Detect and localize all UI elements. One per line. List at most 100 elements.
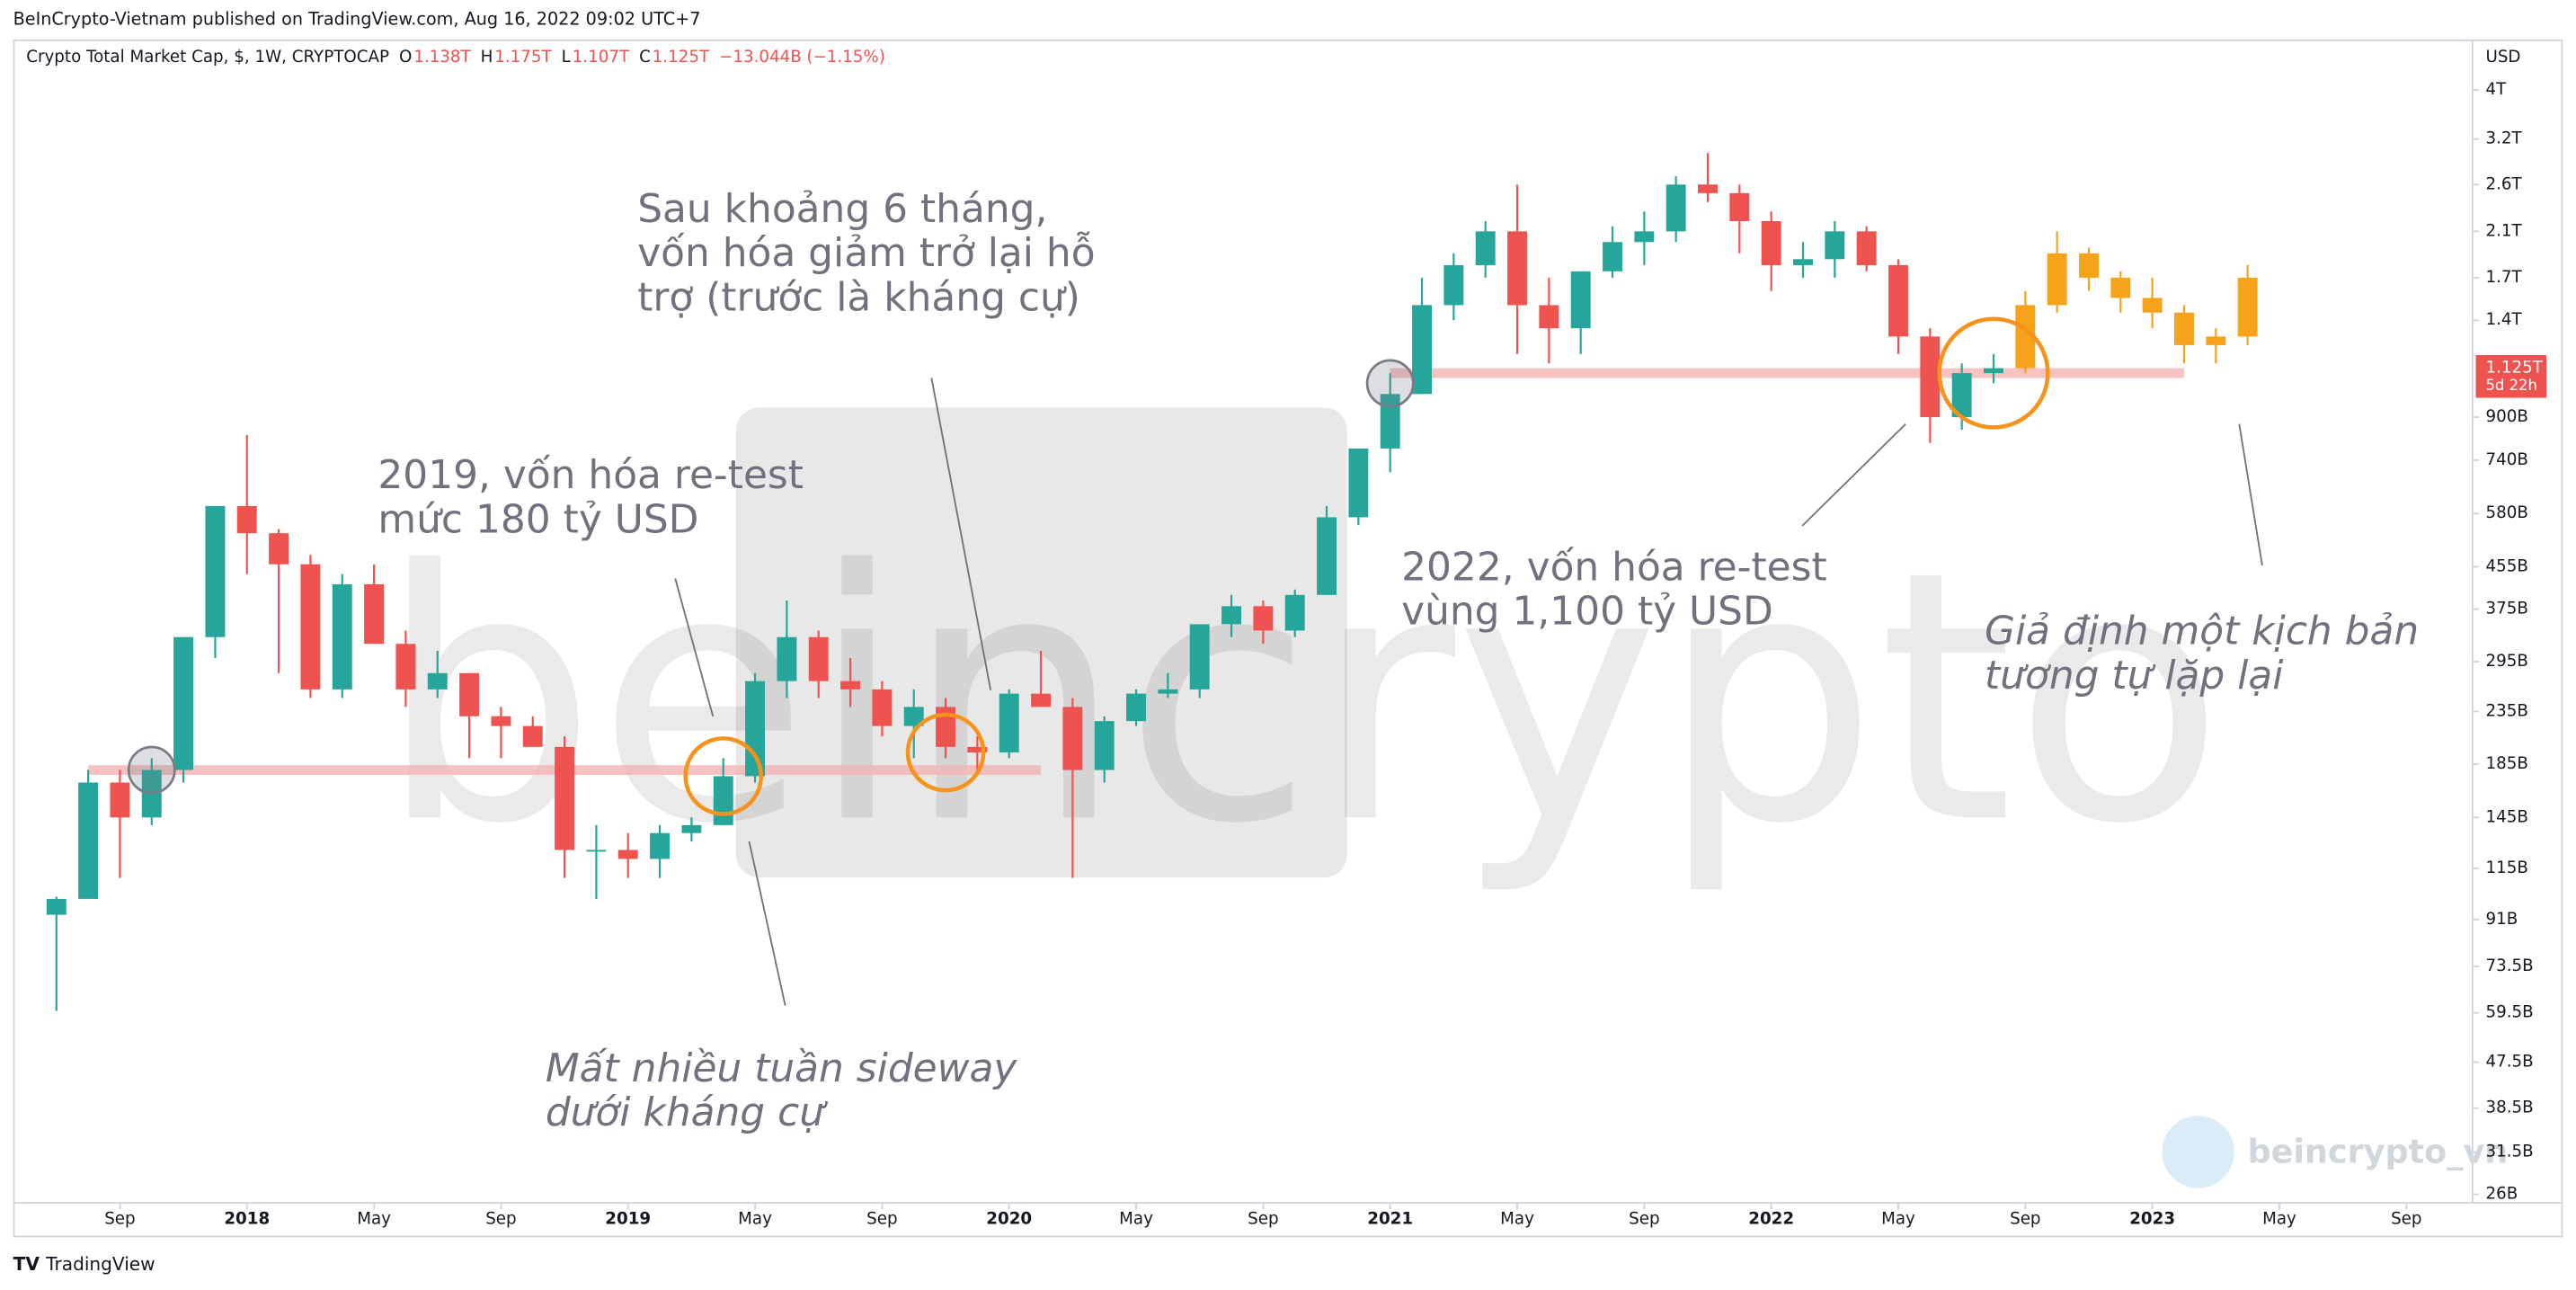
y-tick-label: 740B: [2485, 450, 2527, 469]
candle-body: [1475, 231, 1496, 265]
candle-body: [1698, 184, 1718, 193]
price-tag-label: 1.125T: [2485, 359, 2543, 378]
candle-body: [745, 681, 766, 777]
candle-body: [2206, 336, 2226, 345]
arrow: [674, 578, 715, 717]
candle-body: [1984, 368, 2003, 374]
annotation: tương tự lặp lại: [1985, 653, 2283, 698]
y-tick-label: 2.1T: [2485, 221, 2522, 240]
symbol-label: Crypto Total Market Cap, $, 1W, CRYPTOCA…: [26, 48, 389, 67]
price-tag-countdown: 5d 22h: [2485, 377, 2536, 394]
highlight-circle: [1365, 359, 1415, 408]
x-tick-label: Sep: [1629, 1209, 1659, 1228]
candle-body: [1126, 693, 1147, 722]
candle-body: [840, 681, 861, 689]
arrow: [930, 378, 992, 690]
candle-body: [2047, 253, 2067, 306]
x-tick-label: May: [1500, 1209, 1534, 1228]
candle-body: [1094, 721, 1115, 770]
legend-key: C: [639, 48, 651, 67]
x-tick-label: 2022: [1748, 1209, 1794, 1228]
y-tick-label: 59.5B: [2485, 1003, 2533, 1022]
annotation: Mất nhiều tuần sideway: [546, 1045, 1018, 1091]
legend-key: L: [562, 48, 572, 67]
candle-body: [1761, 221, 1781, 265]
x-tick-label: Sep: [485, 1209, 516, 1228]
candle-body: [1793, 259, 1813, 265]
candle-body: [681, 824, 702, 833]
x-tick-label: 2021: [1367, 1209, 1413, 1228]
annotation: 2022, vốn hóa re-test: [1401, 544, 1827, 590]
change-value: −13.044B: [719, 48, 802, 67]
candle-body: [1888, 264, 1908, 337]
candle-body: [617, 850, 638, 859]
candle-body: [2142, 298, 2163, 313]
candle-body: [1031, 693, 1052, 707]
y-tick-label: 295B: [2485, 652, 2527, 671]
y-tick-label: 115B: [2485, 859, 2527, 877]
y-tick-label: 185B: [2485, 754, 2527, 773]
price-tag: [2475, 354, 2547, 398]
x-tick-label: 2019: [605, 1209, 651, 1228]
candle-body: [2110, 277, 2131, 298]
candle-body: [1062, 707, 1083, 770]
y-tick-label: 455B: [2485, 556, 2527, 575]
published-line: BeInCrypto-Vietnam published on TradingV…: [13, 9, 701, 30]
candle-body: [1158, 689, 1178, 694]
candle-body: [1443, 264, 1464, 306]
candle-body: [1539, 305, 1559, 329]
x-tick-label: May: [738, 1209, 772, 1228]
y-tick-label: 91B: [2485, 910, 2518, 929]
y-tick-label: 26B: [2485, 1184, 2518, 1203]
candle-body: [1189, 624, 1210, 689]
candle-body: [1221, 606, 1241, 625]
candle-body: [1729, 192, 1750, 222]
highlight-circle: [683, 736, 764, 816]
y-tick-label: 4T: [2485, 80, 2507, 99]
chart-frame: [13, 39, 2563, 1238]
candle-body: [269, 533, 289, 565]
annotation: dưới kháng cự: [546, 1090, 828, 1135]
candle-body: [1920, 336, 1941, 418]
candle-body: [1951, 373, 1972, 418]
arrow: [748, 841, 786, 1006]
y-tick-label: 38.5B: [2485, 1099, 2533, 1117]
candle-body: [332, 583, 352, 689]
annotation: vùng 1,100 tỷ USD: [1401, 589, 1773, 635]
candle-body: [872, 689, 893, 726]
candle-body: [1348, 448, 1369, 518]
candle-body: [1317, 517, 1337, 595]
candle-body: [1825, 231, 1845, 260]
x-tick-label: Sep: [2010, 1209, 2040, 1228]
candle-body: [427, 672, 448, 689]
legend-value: 1.107T: [573, 48, 630, 67]
y-tick-label: 3.2T: [2485, 129, 2522, 148]
candle-body: [110, 782, 130, 818]
candle-body: [1284, 594, 1305, 631]
x-tick-label: 2020: [986, 1209, 1032, 1228]
candle-body: [46, 898, 67, 915]
y-tick-label: 145B: [2485, 807, 2527, 826]
legend-value: 1.175T: [494, 48, 552, 67]
arrows: [674, 378, 2263, 1006]
x-tick-label: 2023: [2129, 1209, 2175, 1228]
candle-body: [1603, 242, 1622, 271]
candle-body: [459, 672, 480, 716]
y-tick-label: 31.5B: [2485, 1143, 2533, 1161]
arrow: [1801, 423, 1906, 527]
candle-body: [1666, 184, 1686, 232]
highlight-circle: [1937, 316, 2050, 430]
annotation: vốn hóa giảm trở lại hỗ: [637, 230, 1095, 276]
footer: TradingView: [45, 1253, 155, 1275]
y-tick-label: 1.7T: [2485, 268, 2522, 287]
y-tick-label: 580B: [2485, 503, 2527, 522]
telegram-icon: [2162, 1116, 2234, 1188]
y-tick-label: 47.5B: [2485, 1052, 2533, 1071]
watermark-logo: [735, 407, 1347, 878]
highlight-circle: [905, 712, 986, 793]
y-tick-label: 2.6T: [2485, 174, 2522, 193]
arrow: [2238, 423, 2263, 565]
x-tick-label: Sep: [2391, 1209, 2421, 1228]
candle-body: [999, 693, 1019, 753]
x-tick-label: Sep: [104, 1209, 135, 1228]
